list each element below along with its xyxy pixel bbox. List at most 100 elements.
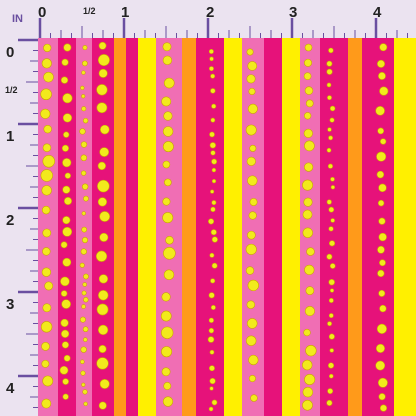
polka-dot [81, 237, 89, 244]
polka-dot [80, 154, 88, 162]
polka-dot [161, 96, 172, 107]
polka-dot [60, 318, 69, 328]
polka-dot [43, 43, 52, 53]
polka-dot [97, 54, 110, 66]
polka-dot [42, 228, 52, 238]
polka-dot [40, 169, 53, 182]
polka-dot [328, 47, 334, 54]
stripe [182, 38, 196, 416]
polka-dot [247, 103, 258, 114]
polka-dot [303, 197, 313, 207]
top-ruler-label: 4 [373, 4, 382, 21]
polka-dot [41, 359, 50, 368]
polka-dot [42, 155, 55, 168]
polka-dot [247, 279, 259, 292]
left-ruler-label: 3 [6, 296, 14, 313]
polka-dot [41, 267, 52, 277]
polka-dot [377, 269, 385, 278]
polka-dot [97, 179, 110, 193]
polka-dot [328, 313, 334, 319]
polka-dot [61, 341, 69, 349]
polka-dot [64, 172, 71, 179]
polka-dot [81, 304, 86, 309]
polka-dot [42, 303, 52, 313]
polka-dot [43, 124, 52, 134]
polka-dot [376, 151, 387, 162]
polka-dot [80, 248, 87, 255]
polka-dot [210, 278, 216, 284]
polka-dot [98, 41, 107, 50]
polka-dot [249, 144, 257, 152]
unit-label: IN [12, 13, 23, 25]
polka-dot [62, 216, 71, 225]
polka-dot [80, 346, 87, 353]
polka-dot [81, 226, 88, 233]
polka-dot [304, 162, 314, 172]
polka-dot [162, 55, 173, 65]
left-ruler-label: 4 [6, 380, 15, 397]
polka-dot [303, 112, 312, 120]
polka-dot [61, 58, 69, 66]
polka-dot [305, 286, 315, 295]
polka-dot [99, 147, 110, 157]
polka-dot [380, 138, 387, 145]
polka-dot [60, 276, 70, 287]
polka-dot [211, 103, 217, 109]
polka-dot [63, 354, 71, 362]
polka-dot [162, 141, 174, 153]
polka-dot [81, 382, 86, 387]
polka-dot [98, 274, 109, 284]
polka-dot [63, 131, 70, 138]
polka-dot [326, 82, 332, 88]
polka-dot [62, 185, 71, 194]
stripe [362, 38, 394, 416]
polka-dot [162, 212, 174, 224]
polka-dot [96, 303, 109, 316]
polka-dot [81, 211, 86, 216]
polka-dot [164, 178, 172, 187]
polka-dot [208, 218, 215, 225]
polka-dot [80, 359, 85, 365]
polka-dot [163, 111, 173, 121]
polka-dot [304, 140, 315, 152]
polka-dot [304, 58, 312, 67]
polka-dot [163, 77, 175, 89]
polka-dot [208, 292, 215, 299]
polka-dot [248, 211, 257, 220]
polka-dot [96, 102, 108, 114]
polka-dot [209, 142, 216, 149]
polka-dot [62, 113, 73, 123]
polka-dot [303, 128, 313, 138]
polka-dot [163, 269, 175, 280]
polka-dot [250, 394, 258, 402]
polka-dot [245, 243, 257, 255]
polka-dot [327, 95, 332, 101]
stripe [126, 38, 138, 416]
polka-dot [302, 386, 314, 398]
polka-dot [248, 374, 256, 383]
polka-dot [82, 45, 88, 51]
polka-dot [209, 252, 215, 258]
polka-dot [98, 401, 107, 410]
polka-dot [327, 127, 332, 132]
polka-dot [209, 349, 215, 355]
stripe [196, 38, 224, 416]
polka-dot [378, 393, 386, 401]
polka-dot [82, 117, 89, 124]
polka-dot [330, 176, 335, 182]
polka-dot [79, 316, 86, 323]
polka-dot [303, 328, 311, 337]
polka-dot [211, 179, 217, 184]
polka-dot [327, 163, 333, 169]
polka-dot [328, 135, 333, 141]
polka-dot [378, 289, 386, 297]
polka-dot [81, 70, 86, 75]
polka-dot [61, 299, 71, 309]
top-ruler-label: 1/2 [83, 6, 96, 16]
polka-dot [248, 354, 259, 366]
polka-dot [162, 126, 174, 137]
polka-dot [40, 88, 52, 101]
polka-dot [304, 373, 316, 386]
polka-dot [210, 117, 216, 123]
